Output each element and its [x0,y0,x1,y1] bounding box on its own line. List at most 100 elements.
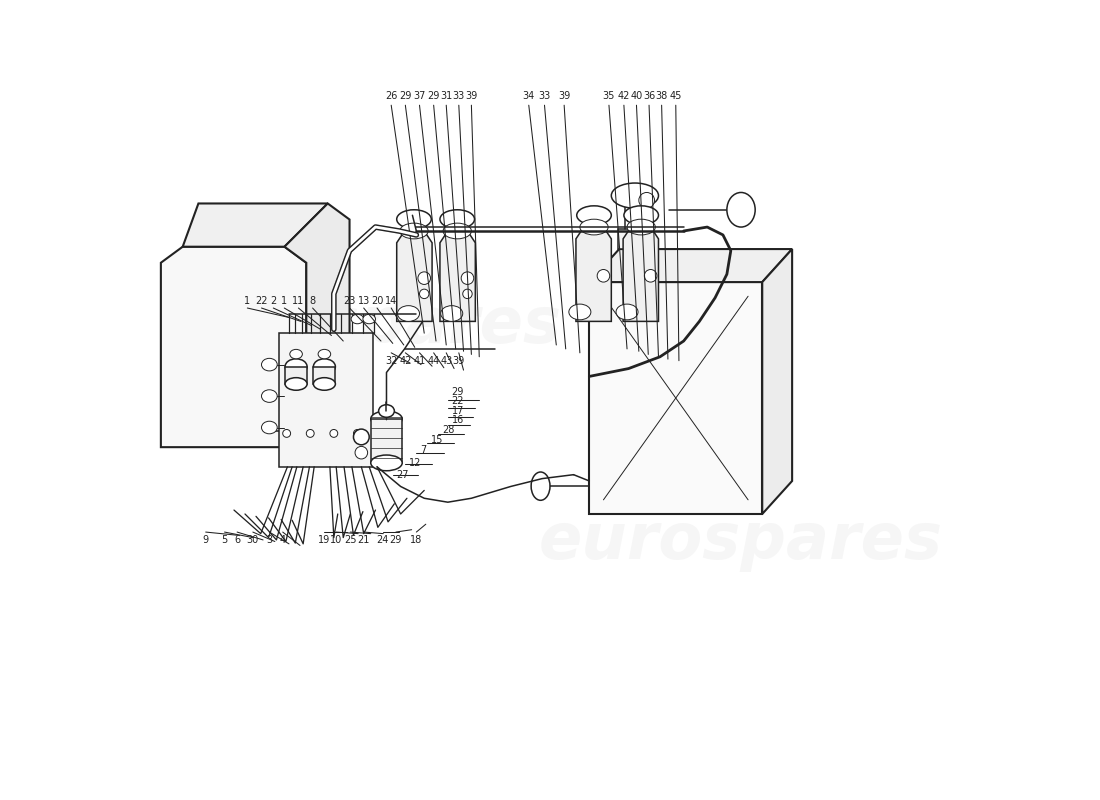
Text: 45: 45 [670,91,682,102]
Text: 29: 29 [399,91,411,102]
Text: 23: 23 [343,296,355,306]
Ellipse shape [597,270,609,282]
Ellipse shape [443,223,472,239]
Text: 10: 10 [330,535,342,546]
Text: 26: 26 [385,91,397,102]
Polygon shape [161,246,306,447]
Ellipse shape [371,411,403,426]
Polygon shape [440,231,475,322]
Polygon shape [590,249,792,282]
Polygon shape [397,231,432,322]
Text: 19: 19 [318,535,330,546]
Ellipse shape [440,210,474,229]
Polygon shape [285,203,350,447]
Text: 9: 9 [202,535,209,546]
Text: 35: 35 [603,91,615,102]
Text: 24: 24 [376,535,388,546]
Ellipse shape [576,206,612,225]
Text: 13: 13 [358,296,370,306]
Ellipse shape [289,350,302,359]
Ellipse shape [363,314,375,324]
Ellipse shape [378,405,395,418]
Bar [278,333,373,467]
Text: 39: 39 [453,356,465,366]
Polygon shape [623,227,659,322]
Text: 21: 21 [358,535,370,546]
Text: 42: 42 [618,91,630,102]
Text: 14: 14 [385,296,397,306]
Text: 27: 27 [397,470,409,481]
Ellipse shape [418,272,430,285]
Text: 43: 43 [440,356,452,366]
Text: eurospares: eurospares [157,294,562,356]
Text: eurospares: eurospares [538,510,943,573]
Ellipse shape [441,306,463,322]
Text: 18: 18 [410,535,422,546]
Text: 40: 40 [630,91,642,102]
Text: 28: 28 [442,425,454,434]
Polygon shape [576,227,612,322]
Bar [617,230,652,249]
Text: 1: 1 [282,296,287,306]
Ellipse shape [262,422,277,434]
Ellipse shape [569,304,591,320]
Ellipse shape [639,193,654,208]
Text: 2: 2 [271,296,276,306]
Ellipse shape [397,306,419,322]
Polygon shape [762,249,792,514]
Ellipse shape [306,430,315,438]
Text: 22: 22 [452,396,464,406]
Ellipse shape [627,219,656,235]
Text: 41: 41 [414,356,426,366]
Bar [314,366,336,384]
Text: 44: 44 [428,356,440,366]
Ellipse shape [580,219,608,235]
Text: 29: 29 [428,91,440,102]
Ellipse shape [727,193,756,227]
Text: 12: 12 [408,458,421,468]
Text: 11: 11 [293,296,305,306]
Ellipse shape [463,289,472,298]
Ellipse shape [616,304,638,320]
Ellipse shape [285,378,307,390]
Text: 33: 33 [453,91,465,102]
Text: 8: 8 [309,296,316,306]
Ellipse shape [351,314,364,324]
Text: 25: 25 [344,535,356,546]
Text: 39: 39 [465,91,477,102]
Ellipse shape [624,206,659,225]
Text: 36: 36 [642,91,656,102]
Ellipse shape [353,430,361,438]
Ellipse shape [461,272,474,285]
Ellipse shape [314,378,336,390]
Text: 6: 6 [234,535,240,546]
Ellipse shape [419,289,429,298]
Text: 31: 31 [440,91,452,102]
Ellipse shape [531,472,550,500]
Text: 3: 3 [266,535,273,546]
Text: 5: 5 [221,535,228,546]
Text: 34: 34 [522,91,535,102]
Bar [371,419,403,463]
Ellipse shape [314,359,336,374]
Ellipse shape [371,455,403,470]
Bar [590,282,762,514]
Text: 33: 33 [538,91,551,102]
Text: 15: 15 [430,435,443,445]
Text: 39: 39 [558,91,570,102]
Text: 29: 29 [452,387,464,398]
Ellipse shape [304,421,316,442]
Text: 38: 38 [656,91,668,102]
Text: 32: 32 [385,356,397,366]
Ellipse shape [318,350,331,359]
Text: 17: 17 [452,406,464,416]
Ellipse shape [400,223,428,239]
Text: 30: 30 [246,535,258,546]
Text: 29: 29 [389,535,403,546]
Ellipse shape [262,390,277,402]
Text: 20: 20 [371,296,383,306]
Text: 22: 22 [255,296,267,306]
Ellipse shape [397,210,431,229]
Ellipse shape [262,358,277,371]
Polygon shape [183,203,328,246]
